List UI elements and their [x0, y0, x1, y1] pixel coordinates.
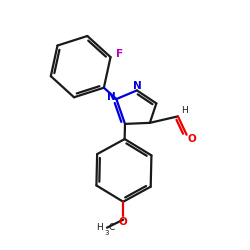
Text: O: O [119, 217, 128, 227]
Text: 3: 3 [104, 230, 109, 236]
Text: F: F [116, 49, 123, 59]
Text: O: O [188, 134, 196, 143]
Text: N: N [106, 92, 115, 102]
Text: H: H [96, 223, 103, 232]
Text: H: H [181, 106, 188, 115]
Text: C: C [108, 223, 114, 232]
Text: N: N [132, 81, 141, 91]
